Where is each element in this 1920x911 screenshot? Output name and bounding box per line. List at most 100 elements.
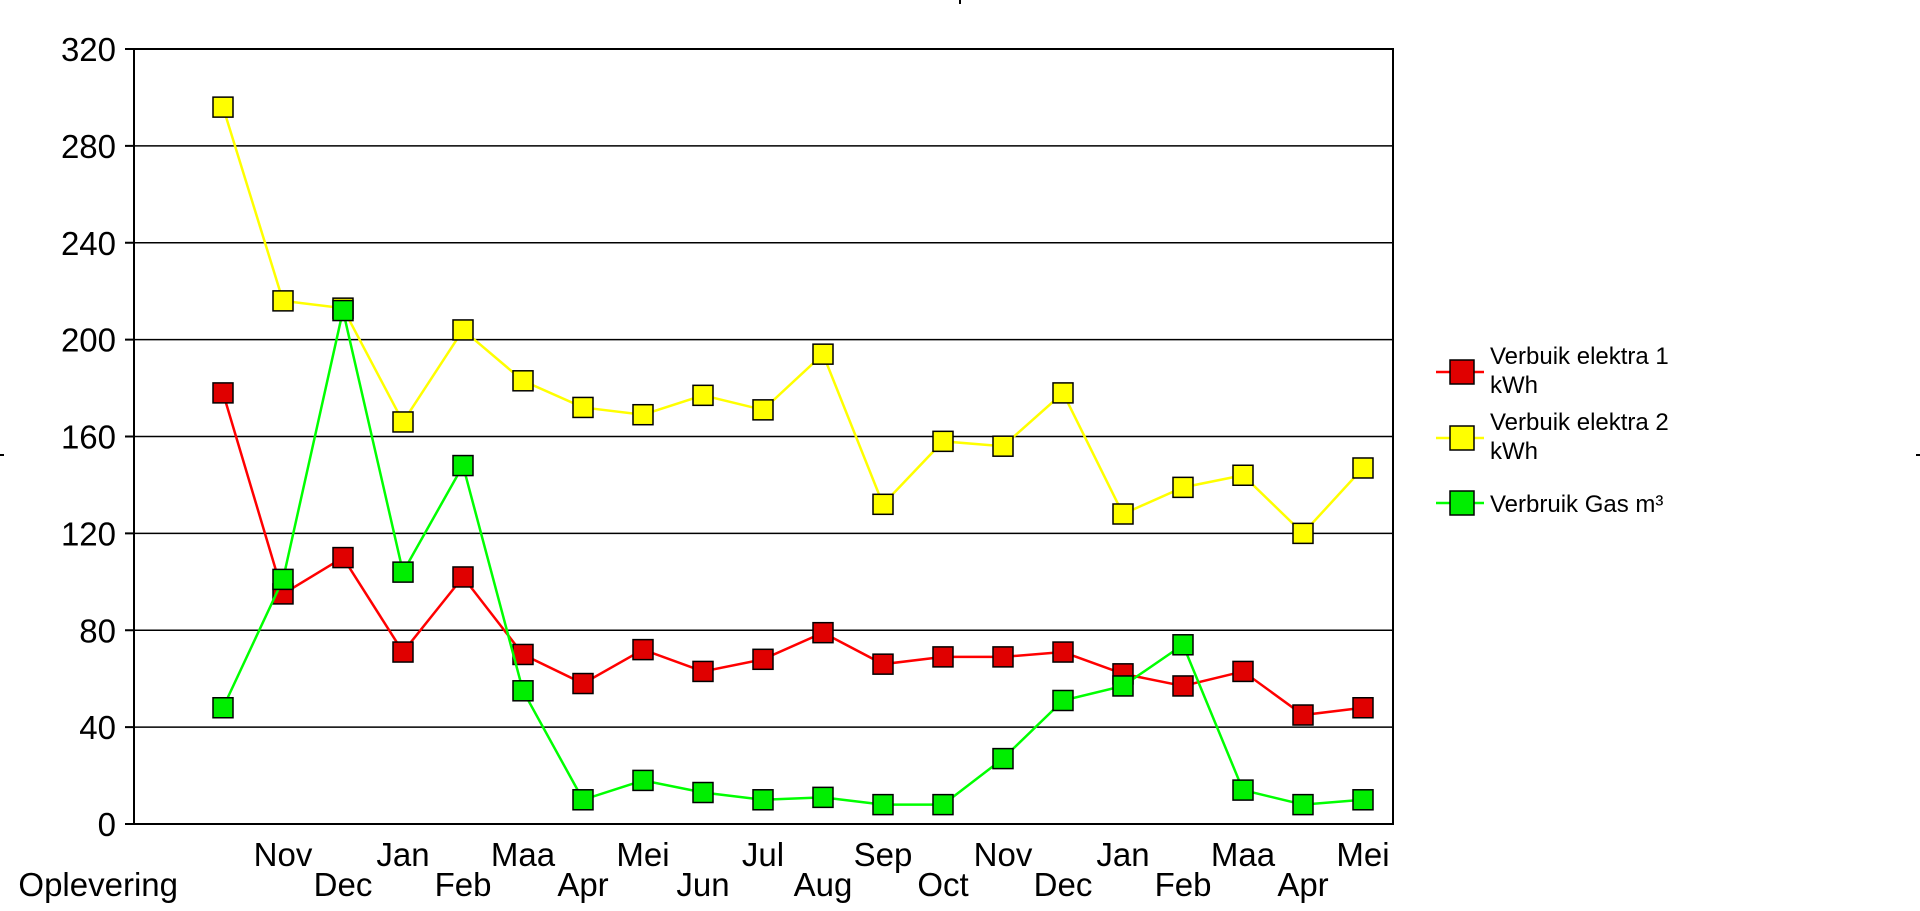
data-point	[1292, 522, 1314, 545]
data-point	[1052, 382, 1074, 404]
x-tick-label: Oct	[917, 866, 968, 903]
data-point	[1172, 675, 1194, 697]
data-point	[692, 384, 714, 407]
data-point	[452, 454, 474, 477]
y-tick-label: 240	[61, 225, 116, 262]
data-point	[1232, 660, 1254, 683]
data-point	[872, 653, 894, 675]
data-point	[1112, 675, 1134, 697]
data-point	[1172, 476, 1194, 499]
y-tick-label: 120	[61, 515, 116, 552]
data-point	[812, 786, 834, 809]
y-tick-label: 160	[61, 419, 116, 456]
data-point	[1232, 464, 1254, 486]
data-point	[392, 641, 414, 663]
data-point	[1292, 793, 1314, 816]
data-point	[752, 789, 774, 811]
data-point	[1232, 779, 1254, 801]
data-point	[812, 621, 834, 644]
x-tick-label: Jan	[376, 836, 429, 873]
x-tick-label: Dec	[1034, 866, 1093, 903]
x-tick-label: Sep	[854, 836, 913, 873]
x-tick-label: Dec	[314, 866, 373, 903]
y-tick-label: 200	[61, 322, 116, 359]
x-tick-label: Mei	[616, 836, 669, 873]
x-tick-label: Jun	[676, 866, 729, 903]
y-tick-label: 80	[79, 612, 116, 649]
x-tick-label: Nov	[974, 836, 1033, 873]
x-tick-label: Apr	[557, 866, 608, 903]
y-tick-label: 280	[61, 128, 116, 165]
data-point	[932, 430, 954, 453]
legend-marker	[1449, 425, 1475, 451]
series-lines	[212, 96, 1374, 816]
x-tick-label: Feb	[435, 866, 492, 903]
x-tick-label: Jan	[1096, 836, 1149, 873]
data-point	[1112, 503, 1134, 525]
x-tick-label: Maa	[491, 836, 556, 873]
data-point	[1352, 789, 1374, 811]
data-point	[992, 435, 1014, 457]
data-point	[1172, 634, 1194, 656]
legend-marker	[1449, 359, 1475, 385]
x-tick-label: Nov	[254, 836, 313, 873]
data-point	[632, 638, 654, 661]
data-point	[632, 769, 654, 792]
data-point	[212, 382, 234, 404]
legend-label: Verbruik Gas m³	[1490, 491, 1663, 518]
data-point	[932, 646, 954, 668]
legend-item: Verbruik Gas m³	[1436, 490, 1663, 518]
data-point	[1352, 697, 1374, 719]
data-point	[992, 646, 1014, 668]
data-point	[992, 747, 1014, 770]
data-point	[812, 343, 834, 365]
data-point	[452, 566, 474, 588]
data-point	[452, 319, 474, 341]
x-tick-label: Apr	[1277, 866, 1328, 903]
y-tick-label: 320	[61, 31, 116, 68]
y-axis-ticks: 0 40 80 120 160 200 240 280 320	[61, 31, 134, 843]
data-point	[872, 493, 894, 516]
data-point	[212, 96, 234, 118]
series-2	[212, 96, 1374, 545]
data-point	[212, 697, 234, 719]
data-point	[632, 403, 654, 426]
y-tick-label: 0	[98, 806, 116, 843]
data-point	[572, 672, 594, 695]
x-tick-label: Mei	[1336, 836, 1389, 873]
legend-label: kWh	[1490, 372, 1538, 399]
y-tick-label: 40	[79, 709, 116, 746]
data-point	[1352, 457, 1374, 479]
data-point	[692, 781, 714, 804]
data-point	[692, 660, 714, 683]
gridlines	[134, 145, 1393, 728]
data-point	[1052, 641, 1074, 663]
data-point	[272, 568, 294, 591]
data-point	[572, 789, 594, 811]
data-point	[332, 546, 354, 569]
data-point	[572, 396, 594, 419]
data-point	[752, 399, 774, 421]
legend-label: Verbuik elektra 1	[1490, 343, 1669, 370]
x-tick-label: Maa	[1211, 836, 1276, 873]
x-tick-label: Feb	[1155, 866, 1212, 903]
legend-marker	[1449, 490, 1475, 516]
data-point	[1292, 704, 1314, 726]
data-point	[392, 561, 414, 583]
data-point	[752, 648, 774, 671]
series-3	[212, 299, 1374, 816]
data-point	[332, 299, 354, 322]
data-point	[272, 290, 294, 312]
data-point	[872, 793, 894, 816]
x-tick-label: Oplevering	[18, 866, 178, 903]
data-point	[512, 370, 534, 392]
data-point	[1052, 689, 1074, 712]
x-axis-ticks: OpleveringNovDecJanFebMaaAprMeiJunJulAug…	[18, 836, 1389, 903]
x-tick-label: Aug	[794, 866, 853, 903]
data-point	[392, 411, 414, 433]
